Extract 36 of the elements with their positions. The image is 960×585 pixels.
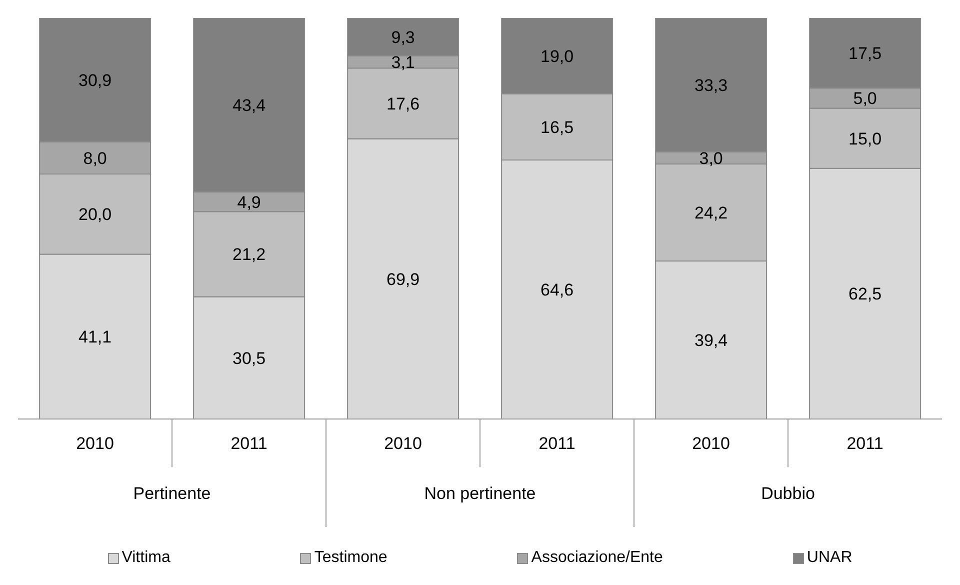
data-label: 39,4 [694,331,728,350]
x-tick-label: 2011 [230,434,268,453]
data-label: 3,1 [391,52,415,72]
data-label: 4,9 [237,192,261,212]
text: Pertinente [133,484,211,503]
data-label: 16,5 [540,118,574,137]
data-label: 17,6 [386,94,420,114]
text: Non pertinente [424,484,536,503]
x-tick-label: 2010 [692,434,730,453]
data-label: 30,9 [78,70,112,90]
x-tick-label: 2010 [384,434,422,453]
data-label: 69,9 [386,270,420,289]
data-label: 8,0 [83,148,107,168]
x-tick-label: 2011 [538,434,576,453]
data-label: 3,0 [699,148,723,168]
data-label: 43,4 [232,96,266,116]
legend-label: UNAR [806,549,852,567]
legend-label: Testimone [314,549,388,567]
data-label: 17,5 [848,44,882,64]
data-label: 64,6 [540,280,574,300]
x-tick-label: 2010 [76,434,114,453]
data-label: 30,5 [232,348,266,368]
data-label: 33,3 [694,76,728,96]
data-label: 15,0 [848,129,882,148]
legend-label: Associazione/Ente [531,549,663,567]
data-label: 62,5 [848,284,882,304]
data-label: 9,3 [391,28,415,48]
data-label: 41,1 [78,328,112,347]
data-label: 5,0 [853,89,877,108]
data-label: 20,0 [78,205,112,224]
data-label: 21,2 [232,245,266,264]
legend-label: Vittima [122,549,170,567]
x-tick-label: 2011 [846,434,884,453]
data-label: 19,0 [540,46,574,66]
text: Dubbio [761,484,815,503]
data-label: 24,2 [694,203,728,222]
